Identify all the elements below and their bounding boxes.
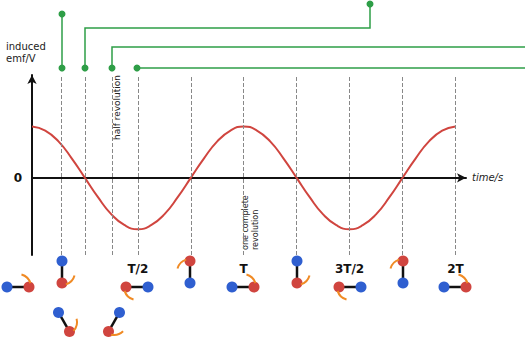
svg-text:2T: 2T <box>447 262 464 276</box>
svg-text:induced: induced <box>6 41 46 52</box>
svg-text:3T/2: 3T/2 <box>335 262 364 276</box>
svg-text:one complete: one complete <box>241 195 250 250</box>
svg-text:time/s: time/s <box>472 172 503 183</box>
svg-text:T/2: T/2 <box>127 262 148 276</box>
svg-text:emf/V: emf/V <box>6 53 36 64</box>
svg-text:half revolution: half revolution <box>111 74 122 140</box>
svg-text:0: 0 <box>14 171 22 185</box>
svg-text:revolution: revolution <box>251 210 260 250</box>
svg-text:T: T <box>240 262 249 276</box>
